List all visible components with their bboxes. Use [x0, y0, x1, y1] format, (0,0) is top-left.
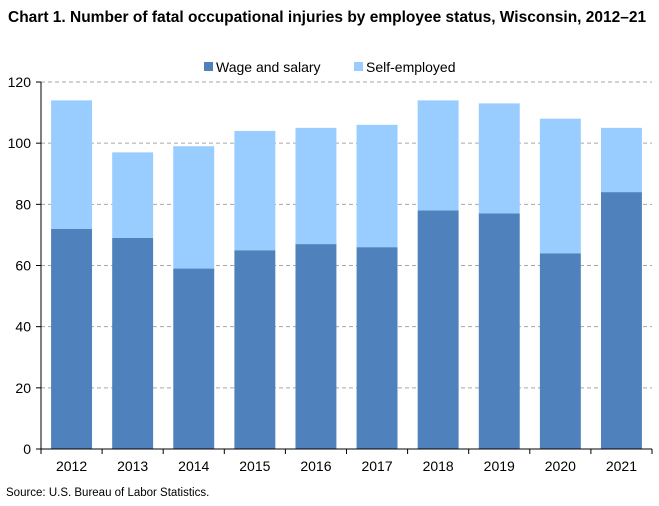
bar-wage-and-salary	[173, 268, 215, 449]
y-tick-label: 100	[8, 135, 32, 151]
bar-self-employed	[478, 103, 520, 214]
bar-self-employed	[417, 100, 459, 211]
x-tick-label: 2017	[361, 458, 392, 474]
bar-self-employed	[234, 130, 276, 251]
bar-wage-and-salary	[478, 213, 520, 449]
x-tick-label: 2014	[178, 458, 209, 474]
legend-label-self: Self-employed	[366, 59, 456, 75]
x-tick-label: 2013	[117, 458, 148, 474]
bar-wage-and-salary	[295, 244, 337, 449]
bar-self-employed	[295, 127, 337, 245]
y-tick-label: 120	[8, 74, 32, 90]
y-tick-labels: 0 20 40 60 80 100 120	[8, 74, 32, 457]
chart-title: Chart 1. Number of fatal occupational in…	[8, 9, 647, 26]
legend-label-wage: Wage and salary	[216, 59, 321, 75]
bar-self-employed	[600, 127, 642, 193]
bar-wage-and-salary	[417, 210, 459, 449]
y-tick-label: 40	[15, 319, 31, 335]
legend: Wage and salary Self-employed	[204, 59, 456, 75]
legend-swatch-wage	[204, 62, 213, 71]
x-tick-labels: 2012 2013 2014 2015 2016 2017 2018 2019 2020 2021	[56, 458, 637, 474]
legend-swatch-self	[354, 62, 363, 71]
bar-wage-and-salary	[600, 192, 642, 449]
y-tick-label: 60	[15, 258, 31, 274]
bars	[51, 100, 642, 449]
x-tick-label: 2019	[484, 458, 515, 474]
y-tick-label: 20	[15, 380, 31, 396]
source-note: Source: U.S. Bureau of Labor Statistics.	[6, 487, 210, 499]
bar-wage-and-salary	[234, 250, 276, 449]
y-tick-label: 80	[15, 196, 31, 212]
bar-wage-and-salary	[539, 253, 581, 449]
bar-wage-and-salary	[356, 247, 398, 449]
x-tick-label: 2020	[545, 458, 576, 474]
bar-self-employed	[539, 118, 581, 254]
bar-self-employed	[112, 152, 154, 238]
y-tick-label: 0	[23, 441, 31, 457]
x-tick-label: 2018	[423, 458, 454, 474]
x-tick-label: 2015	[239, 458, 270, 474]
bar-self-employed	[51, 100, 93, 229]
x-tick-label: 2012	[56, 458, 87, 474]
bar-self-employed	[173, 146, 215, 269]
bar-self-employed	[356, 124, 398, 248]
x-tick-label: 2016	[300, 458, 331, 474]
bar-wage-and-salary	[51, 228, 93, 449]
x-tick-label: 2021	[606, 458, 637, 474]
bar-wage-and-salary	[112, 237, 154, 449]
axes	[36, 81, 653, 454]
